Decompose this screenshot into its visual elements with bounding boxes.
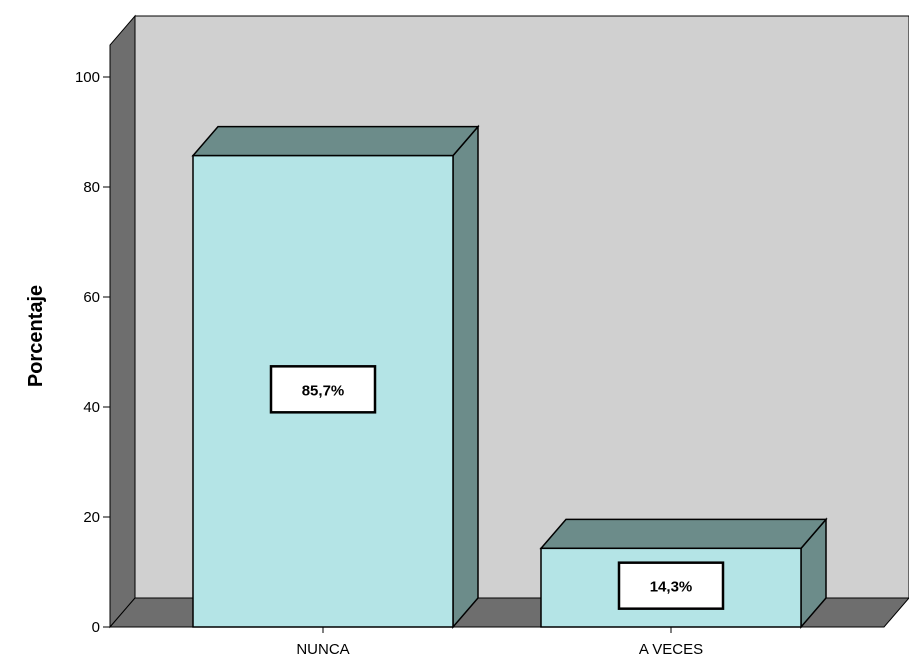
x-axis-categories: NUNCA A VECES: [296, 627, 703, 658]
y-tick-label: 20: [83, 509, 100, 526]
bar-top: [539, 518, 828, 550]
side-wall: [109, 14, 136, 629]
y-axis: 0 20 40 60 80 100: [75, 67, 111, 636]
data-label: 85,7%: [302, 382, 345, 399]
data-label-box: [617, 561, 725, 610]
bar: 85,7%: [191, 124, 480, 630]
bar: 14,3%: [539, 517, 828, 630]
y-tick-label: 80: [83, 179, 100, 196]
bar-side: [452, 124, 479, 630]
y-tick-label: 100: [75, 69, 100, 86]
y-tick-label: 60: [83, 289, 100, 306]
data-label-box: [269, 365, 377, 414]
x-category-label: A VECES: [639, 641, 703, 658]
x-category-label: NUNCA: [296, 641, 349, 658]
y-axis-title: Porcentaje: [25, 285, 47, 387]
y-tick-label: 0: [92, 619, 100, 636]
y-tick-label: 40: [83, 399, 100, 416]
bars: 85,7% 14,3%: [191, 124, 828, 630]
data-label: 14,3%: [650, 579, 693, 596]
bar-top: [191, 125, 480, 157]
